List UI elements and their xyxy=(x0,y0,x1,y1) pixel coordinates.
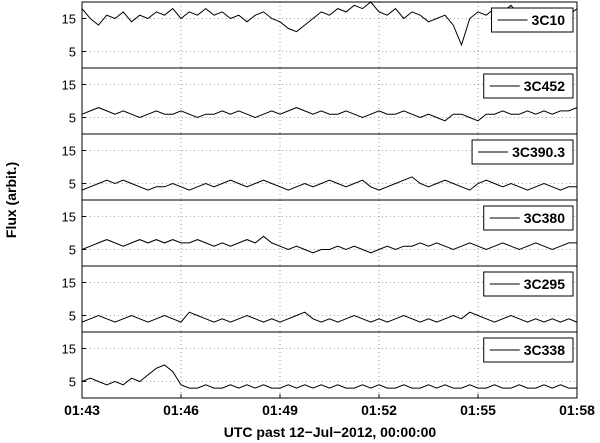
x-tick-label: 01:46 xyxy=(163,402,199,418)
legend: 3C390.3 xyxy=(471,139,574,165)
panel: 5 15 3C452 xyxy=(62,67,578,135)
legend-label: 3C295 xyxy=(524,276,565,292)
panel: 5 15 3C380 xyxy=(62,199,578,267)
legend: 3C338 xyxy=(483,337,574,363)
y-tick-label: 5 xyxy=(69,177,76,192)
x-axis-title: UTC past 12−Jul−2012, 00:00:00 xyxy=(224,424,437,440)
x-tick-label: 01:58 xyxy=(559,402,595,418)
series-line xyxy=(81,176,577,191)
panel-frame xyxy=(81,331,578,399)
y-axis-title: Flux (arbit.) xyxy=(3,162,19,238)
legend: 3C452 xyxy=(483,73,574,99)
y-tick-label: 5 xyxy=(69,111,76,126)
legend-box xyxy=(491,7,574,33)
y-tick-label: 5 xyxy=(69,375,76,390)
legend-label: 3C390.3 xyxy=(512,144,565,160)
x-tick-label: 01:52 xyxy=(361,402,397,418)
legend-label: 3C338 xyxy=(524,342,565,358)
panel: 5 15 3C295 xyxy=(62,265,578,333)
y-tick-label: 15 xyxy=(62,78,76,93)
x-tick-label: 01:49 xyxy=(262,402,298,418)
y-tick-label: 5 xyxy=(69,243,76,258)
panel: 5 15 3C390.3 xyxy=(62,133,578,201)
y-tick-label: 15 xyxy=(62,210,76,225)
y-tick-label: 15 xyxy=(62,276,76,291)
y-tick-label: 5 xyxy=(69,45,76,60)
legend: 3C10 xyxy=(491,7,574,33)
panel: 5 15 3C10 xyxy=(62,1,578,69)
x-tick-label: 01:43 xyxy=(64,402,100,418)
y-tick-label: 5 xyxy=(69,309,76,324)
x-tick-label: 01:55 xyxy=(460,402,496,418)
legend-box xyxy=(483,205,574,231)
series-line xyxy=(81,107,578,122)
series-line xyxy=(81,311,578,323)
y-tick-label: 15 xyxy=(62,144,76,159)
legend-label: 3C452 xyxy=(524,78,565,94)
legend-label: 3C10 xyxy=(532,12,566,28)
y-tick-label: 15 xyxy=(62,12,76,27)
legend: 3C380 xyxy=(483,205,574,231)
y-tick-label: 15 xyxy=(62,342,76,357)
legend-label: 3C380 xyxy=(524,210,565,226)
panel: 5 15 3C338 xyxy=(62,331,578,399)
series-line xyxy=(81,364,577,389)
series-line xyxy=(81,235,577,254)
legend: 3C295 xyxy=(483,271,574,297)
